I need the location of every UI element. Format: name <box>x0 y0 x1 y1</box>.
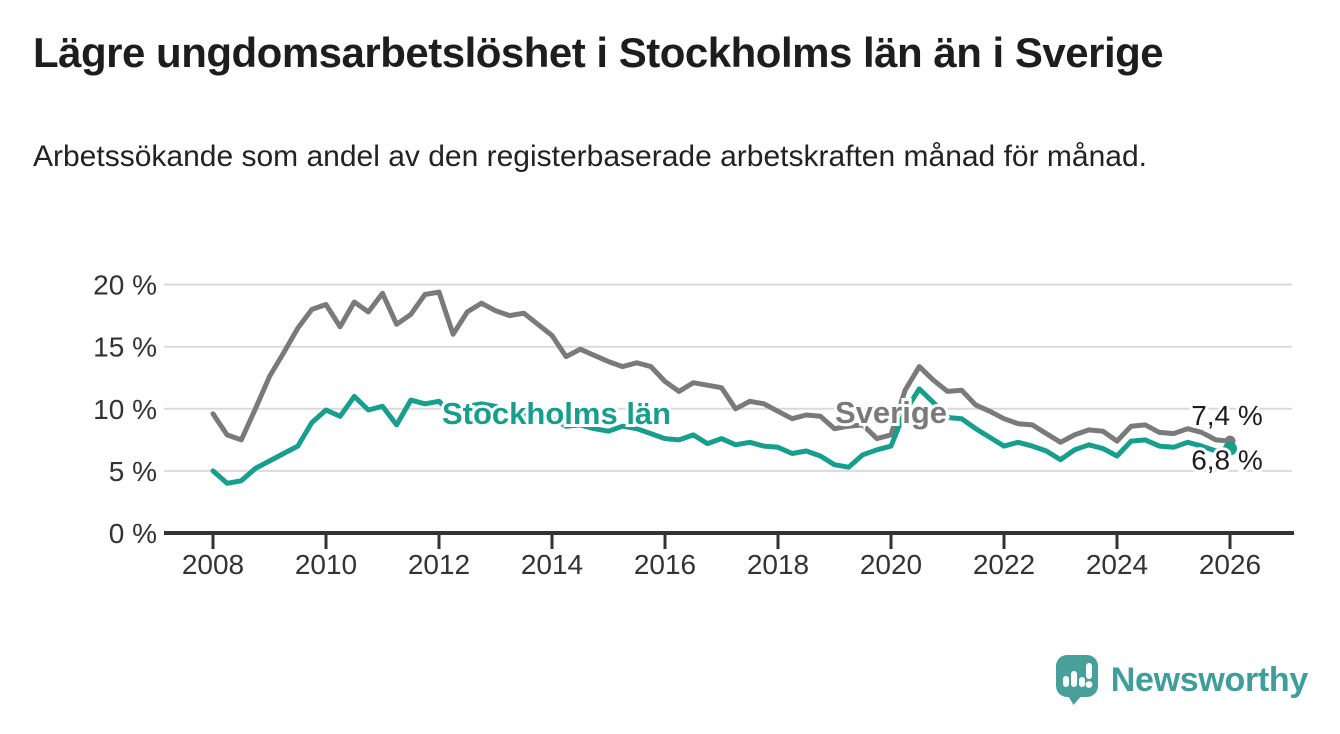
x-tick-label-2008: 2008 <box>182 549 244 580</box>
newsworthy-icon <box>1055 655 1098 705</box>
logo-bar-2 <box>1070 671 1077 687</box>
logo-bubble-tail <box>1066 694 1083 705</box>
logo-exclamation-dot <box>1085 681 1093 688</box>
page-title: Lägre ungdomsarbetslöshet i Stockholms l… <box>33 29 1164 76</box>
x-tick-label-2010: 2010 <box>295 549 357 580</box>
logo-bar-3 <box>1078 677 1085 687</box>
logo-exclamation-bar <box>1085 663 1092 679</box>
end-value-label-sverige: 7,4 % <box>1191 400 1263 431</box>
newsworthy-logo: Newsworthy <box>1055 654 1308 706</box>
x-tick-label-2014: 2014 <box>521 549 583 580</box>
x-tick-label-2026: 2026 <box>1199 549 1261 580</box>
y-tick-label-15: 15 % <box>93 332 157 363</box>
series-line-stockholm <box>210 386 1233 486</box>
logo-bar-1 <box>1062 676 1069 687</box>
end-value-label-stockholm: 6,8 % <box>1191 445 1263 476</box>
series-end-dot-stockholm <box>1223 441 1237 456</box>
y-tick-label-20: 20 % <box>93 270 157 301</box>
series-line-sverige <box>210 289 1233 445</box>
x-tick-label-2018: 2018 <box>747 549 809 580</box>
x-tick-label-2012: 2012 <box>408 549 470 580</box>
y-tick-label-0: 0 % <box>109 518 157 549</box>
x-tick-label-2016: 2016 <box>634 549 696 580</box>
y-tick-label-10: 10 % <box>93 394 157 425</box>
newsworthy-wordmark: Newsworthy <box>1110 660 1309 699</box>
x-tick-label-2024: 2024 <box>1086 549 1148 580</box>
y-tick-label-5: 5 % <box>109 456 157 487</box>
x-tick-label-2022: 2022 <box>973 549 1035 580</box>
series-label-stockholm: Stockholms län <box>442 396 671 431</box>
page-subtitle: Arbetssökande som andel av den registerb… <box>33 140 1147 173</box>
series-label-sverige: Sverige <box>835 395 947 430</box>
x-tick-label-2020: 2020 <box>860 549 922 580</box>
